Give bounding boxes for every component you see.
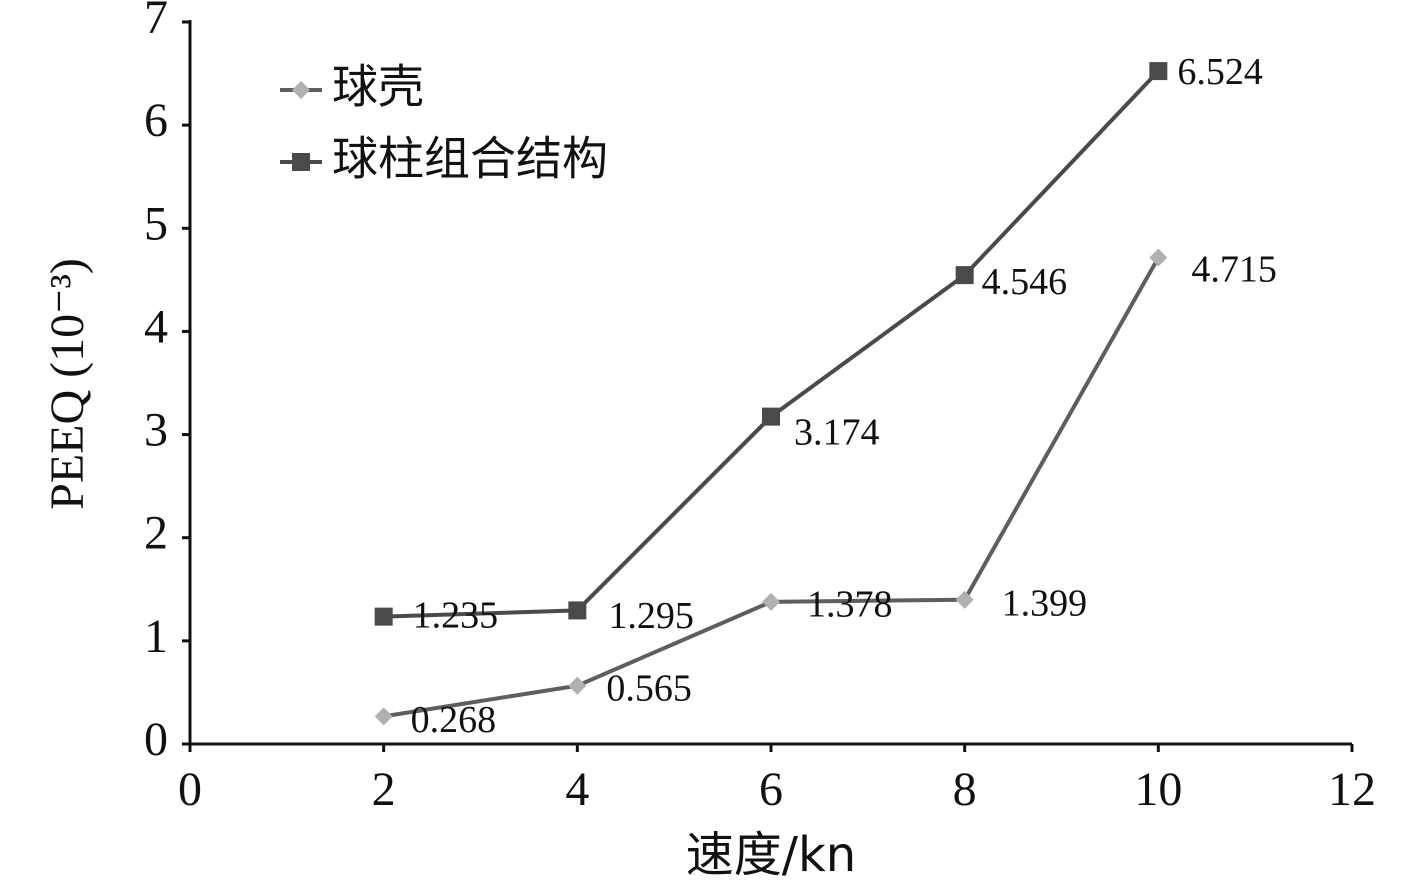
data-label: 3.174 — [794, 411, 880, 453]
legend-marker — [292, 153, 310, 171]
marker — [762, 407, 780, 426]
data-label: 4.715 — [1191, 248, 1277, 290]
y-tick-label: 0 — [144, 713, 168, 766]
x-tick-label: 10 — [1134, 763, 1182, 816]
data-label: 4.546 — [982, 261, 1068, 303]
y-tick-label: 6 — [144, 94, 168, 147]
data-label: 0.565 — [606, 667, 692, 709]
marker — [568, 676, 587, 695]
data-label: 1.378 — [807, 584, 893, 626]
data-label: 6.524 — [1177, 51, 1263, 93]
x-tick-label: 6 — [759, 763, 783, 816]
x-tick-label: 2 — [372, 763, 396, 816]
marker — [955, 266, 974, 285]
y-tick-label: 1 — [144, 610, 168, 663]
marker — [374, 607, 393, 626]
y-tick-label: 4 — [144, 300, 168, 353]
y-tick-label: 7 — [144, 0, 168, 44]
data-label: 0.268 — [411, 699, 497, 741]
x-tick-label: 0 — [178, 763, 202, 816]
legend-marker — [292, 81, 310, 99]
marker — [1149, 248, 1168, 267]
x-tick-label: 12 — [1328, 763, 1376, 816]
y-axis-label: PEEQ (10⁻³) — [41, 258, 94, 510]
legend-label: 球壳 — [332, 60, 424, 114]
marker — [568, 601, 587, 620]
series-line — [383, 256, 1161, 719]
legend-label: 球柱组合结构 — [332, 132, 608, 186]
y-tick-label: 3 — [144, 404, 168, 457]
data-label: 1.295 — [608, 595, 694, 637]
x-tick-label: 4 — [565, 763, 589, 816]
x-axis-label: 速度/kn — [686, 827, 856, 883]
y-tick-label: 2 — [144, 507, 168, 560]
marker — [374, 707, 393, 726]
y-tick-label: 5 — [144, 197, 168, 250]
marker — [1149, 62, 1168, 81]
data-label: 1.399 — [1002, 582, 1088, 624]
marker — [762, 592, 780, 611]
x-tick-label: 8 — [953, 763, 977, 816]
marker — [955, 590, 974, 609]
data-label: 1.235 — [413, 594, 499, 636]
